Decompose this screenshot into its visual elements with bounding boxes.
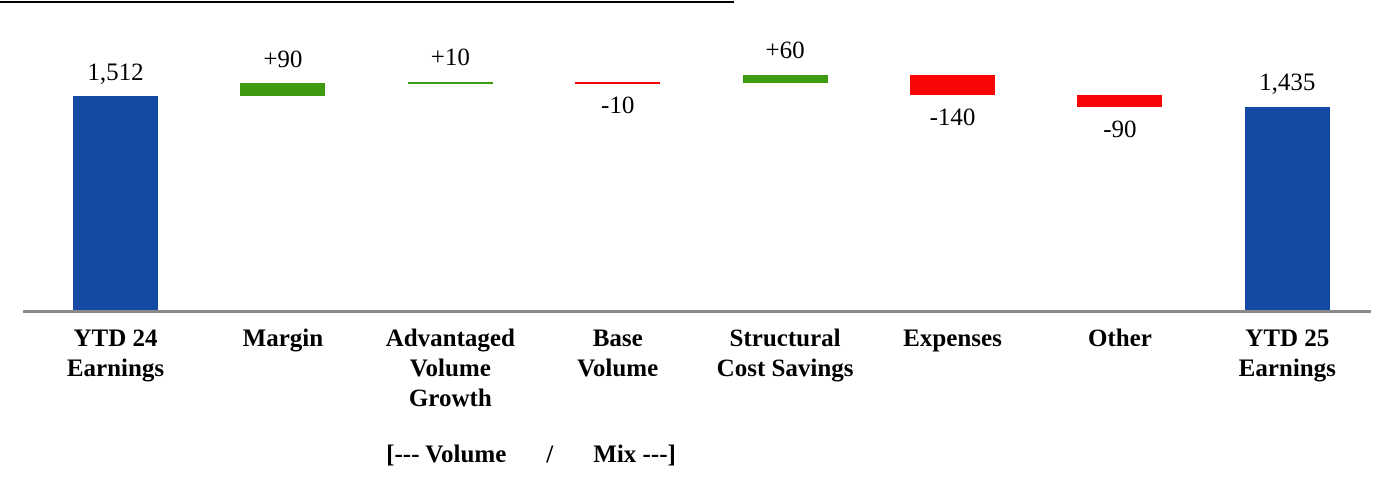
bar-expenses [910, 74, 995, 95]
category-label-base-volume: Base Volume [518, 324, 718, 384]
bar-margin [240, 83, 326, 96]
baseline-axis [23, 310, 1371, 313]
volume-mix-annotation: [--- Volume / Mix ---] [386, 440, 676, 470]
category-label-line: Base [592, 325, 643, 352]
category-label-line: Margin [242, 325, 324, 352]
value-label-ytd-24-earnings: 1,512 [87, 58, 144, 86]
category-label-ytd-24-earnings: YTD 24 Earnings [16, 324, 216, 384]
value-label-expenses: -140 [929, 103, 976, 131]
category-label-line: YTD 25 [1245, 325, 1330, 352]
bar-structural-cost-savings [742, 74, 828, 84]
category-label-line: Cost Savings [716, 355, 854, 382]
bar-advantaged-volume-growth [407, 81, 493, 84]
category-label-line: Earnings [1238, 355, 1336, 382]
category-label-line: Expenses [903, 325, 1002, 352]
category-label-line: Other [1087, 325, 1152, 352]
category-label-ytd-25-earnings: YTD 25 Earnings [1187, 324, 1387, 384]
category-label-advantaged-volume-growth: Advantaged Volume Growth [350, 324, 550, 414]
category-label-margin: Margin [183, 324, 383, 354]
category-label-line: Advantaged [385, 325, 515, 352]
category-label-line: Structural [729, 325, 841, 352]
category-label-structural-cost-savings: Structural Cost Savings [685, 324, 885, 384]
bar-other [1077, 94, 1163, 108]
category-label-expenses: Expenses [853, 324, 1053, 354]
volume-mix-right: Mix ---] [593, 441, 676, 468]
value-label-advantaged-volume-growth: +10 [430, 44, 470, 72]
value-label-base-volume: -10 [601, 92, 635, 120]
volume-mix-separator: / [546, 441, 554, 468]
value-label-ytd-25-earnings: 1,435 [1259, 69, 1316, 97]
bar-base-volume [575, 81, 661, 84]
bar-ytd-25-earnings [1244, 106, 1330, 311]
category-label-line: Earnings [66, 355, 165, 382]
top-border-line [0, 1, 734, 3]
value-label-margin: +90 [263, 45, 303, 73]
category-label-line: YTD 24 [73, 325, 158, 352]
category-label-line: Volume [409, 355, 491, 382]
value-label-structural-cost-savings: +60 [765, 37, 805, 65]
value-label-other: -90 [1103, 116, 1137, 144]
category-label-other: Other [1020, 324, 1220, 354]
volume-mix-left: [--- Volume [386, 441, 507, 468]
bar-ytd-24-earnings [73, 96, 158, 311]
category-label-line: Volume [577, 355, 659, 382]
category-label-line: Growth [408, 385, 492, 412]
